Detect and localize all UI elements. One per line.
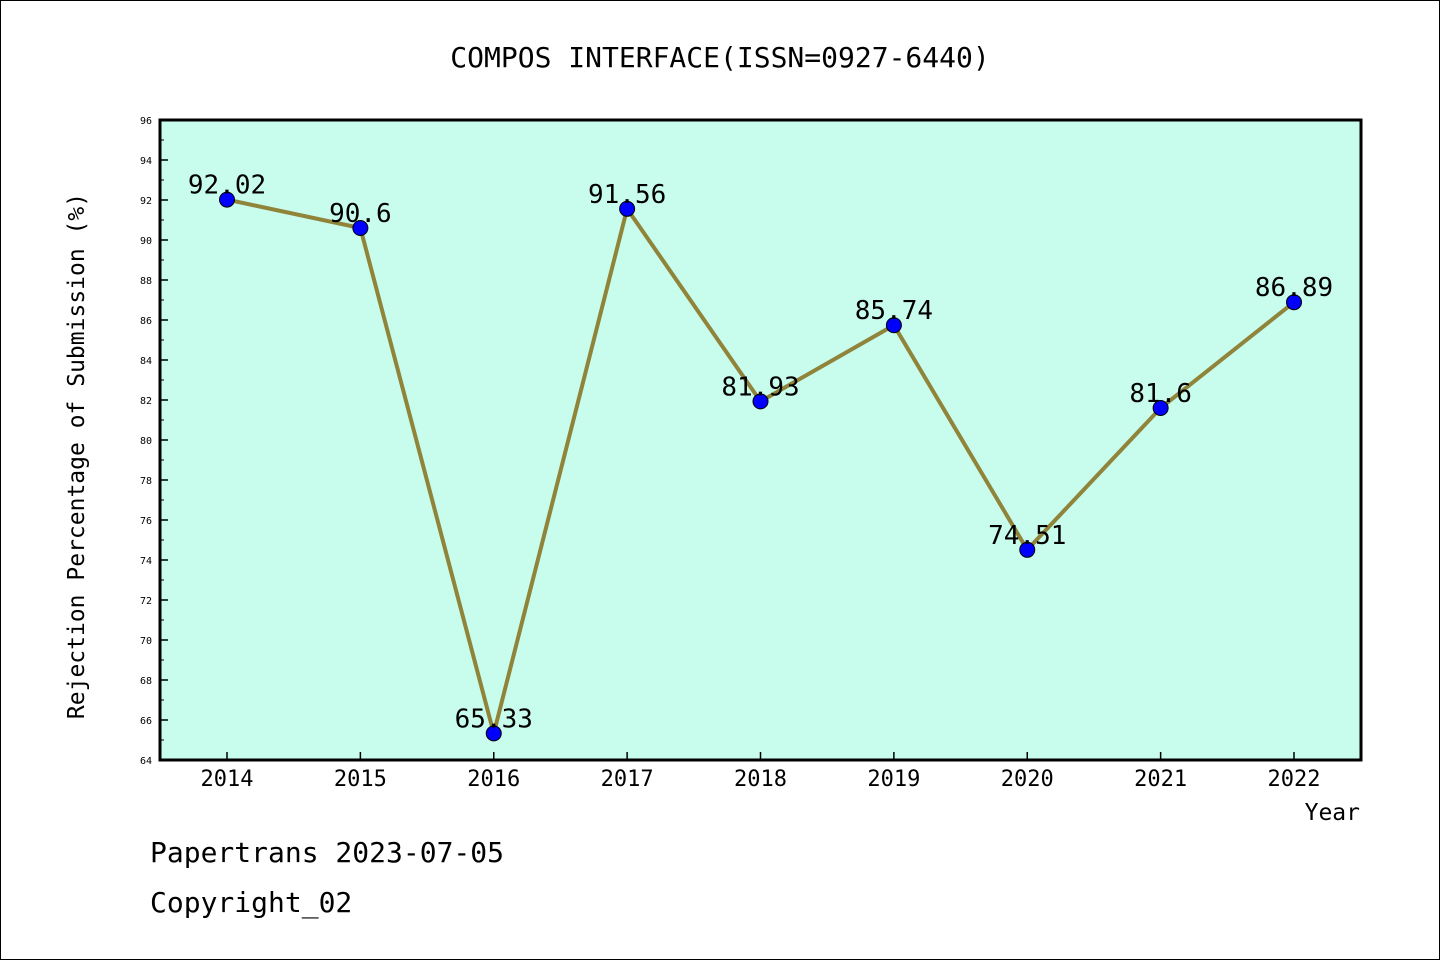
x-tick-label: 2015 (334, 767, 387, 792)
y-tick-label: 96 (140, 116, 152, 127)
x-tick-label: 2016 (467, 767, 520, 792)
data-label: 92.02 (188, 171, 266, 201)
data-label: 91.56 (588, 180, 666, 210)
x-tick-label: 2014 (201, 767, 254, 792)
data-point (885, 317, 902, 334)
x-tick-label: 2020 (1001, 767, 1054, 792)
data-label: 65.33 (455, 704, 533, 734)
x-tick-label: 2017 (601, 767, 654, 792)
x-tick-label: 2018 (734, 767, 787, 792)
data-point (752, 393, 769, 410)
footer-date-text: Papertrans 2023-07-05 (150, 836, 505, 869)
y-tick-label: 86 (140, 316, 152, 327)
data-point (352, 220, 369, 236)
x-tick-label: 2022 (1268, 767, 1321, 792)
y-tick-label: 90 (140, 236, 152, 247)
y-tick-label: 70 (140, 636, 152, 647)
data-point (485, 725, 502, 742)
x-axis: 2014 2015 2016 2017 2018 2019 2020 2021 2022 (201, 752, 1321, 792)
data-label: 85.74 (855, 296, 933, 326)
y-tick-label: 68 (140, 676, 152, 687)
y-tick-label: 84 (140, 356, 152, 367)
y-tick-label: 88 (140, 276, 152, 287)
series-layer: 92.02 90.6 65.33 91.56 81.93 85.74 74.51 81.6 86… (188, 171, 1333, 742)
y-tick-label: 74 (140, 556, 152, 567)
footer-copyright-text: Copyright_02 (150, 886, 353, 919)
data-point (1019, 541, 1036, 558)
y-tick-label: 78 (140, 476, 152, 487)
y-tick-label: 64 (140, 756, 152, 767)
y-tick-label: 94 (140, 156, 152, 167)
data-label: 86.89 (1255, 273, 1333, 303)
data-point (219, 191, 235, 208)
y-tick-label: 80 (140, 436, 152, 447)
y-axis: 64 66 68 70 72 74 76 78 80 82 84 86 88 90 92 94 96 (140, 116, 168, 767)
data-label: 81.93 (721, 372, 799, 402)
x-tick-label: 2019 (867, 767, 920, 792)
data-label: 81.6 (1129, 379, 1192, 409)
y-tick-label: 72 (140, 596, 152, 607)
y-axis-label: Rejection Percentage of Submission (%) (64, 193, 90, 719)
y-tick-label: 76 (140, 516, 152, 527)
y-tick-label: 82 (140, 396, 152, 407)
data-label: 74.51 (988, 521, 1066, 551)
data-point (1152, 400, 1169, 416)
data-point (619, 200, 636, 217)
y-tick-label: 92 (140, 196, 152, 207)
x-tick-label: 2021 (1134, 767, 1187, 792)
chart-title: COMPOS INTERFACE(ISSN=0927-6440) (450, 41, 989, 74)
data-point (1286, 294, 1302, 311)
data-label: 90.6 (329, 199, 392, 229)
x-axis-label: Year (1305, 800, 1360, 826)
y-tick-label: 66 (140, 716, 152, 727)
